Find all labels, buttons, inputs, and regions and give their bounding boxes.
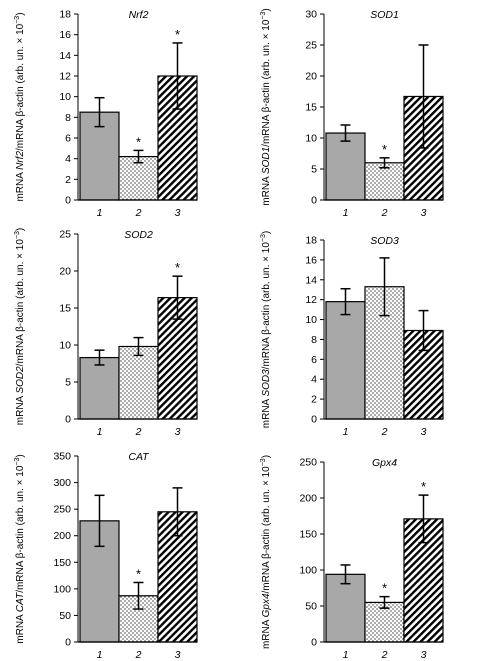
- y-tick-label: 150: [299, 529, 317, 541]
- y-tick-label: 20: [305, 71, 317, 83]
- x-tick-label: 2: [381, 649, 388, 661]
- panel-title: SOD1: [370, 9, 399, 21]
- y-tick-label: 14: [305, 274, 317, 286]
- y-tick-label: 50: [59, 610, 71, 622]
- y-axis-label: mRNA SOD1/mRNA β-actin (arb. un. × 10−3): [260, 8, 272, 205]
- x-tick-label: 1: [97, 426, 103, 438]
- y-tick-label: 25: [59, 229, 71, 241]
- bar-group-1: [79, 356, 120, 420]
- chart-panel-gpx4: 0 50 100 150 200 250 mRNA Gpx4/mRNA β-actin (a…: [260, 455, 444, 661]
- y-tick-label: 8: [311, 334, 317, 346]
- y-axis-label: mRNA Nrf2/mRNA β-actin (arb. un. × 10−3): [14, 12, 26, 201]
- y-tick-label: 2: [65, 174, 71, 186]
- bar-group-2: [118, 345, 159, 420]
- y-tick-label: 15: [305, 102, 317, 114]
- x-tick-label: 1: [343, 649, 349, 661]
- panel-title: SOD2: [124, 229, 153, 241]
- significance-asterisk: *: [175, 27, 180, 42]
- y-tick-label: 0: [311, 195, 317, 207]
- significance-asterisk: *: [175, 260, 180, 275]
- y-tick-label: 10: [305, 314, 317, 326]
- x-tick-label: 1: [343, 207, 349, 219]
- y-tick-label: 10: [59, 340, 71, 352]
- bar-group-1: [325, 132, 366, 201]
- significance-asterisk: *: [136, 566, 141, 581]
- y-tick-label: 10: [59, 91, 71, 103]
- y-tick-label: 0: [65, 414, 71, 426]
- y-tick-label: 25: [305, 40, 317, 52]
- y-tick-label: 300: [53, 477, 71, 489]
- x-tick-label: 2: [135, 207, 142, 219]
- y-tick-label: 250: [299, 457, 317, 469]
- x-tick-label: 1: [97, 207, 103, 219]
- y-tick-label: 10: [305, 133, 317, 145]
- x-tick-label: 2: [135, 649, 142, 661]
- x-tick-label: 2: [381, 426, 388, 438]
- y-tick-label: 0: [65, 195, 71, 207]
- bar-group-1: [325, 301, 366, 420]
- y-tick-label: 200: [299, 493, 317, 505]
- y-tick-label: 4: [311, 374, 317, 386]
- y-tick-label: 18: [305, 235, 317, 247]
- y-tick-label: 16: [59, 29, 71, 41]
- significance-asterisk: *: [421, 479, 426, 494]
- y-tick-label: 0: [311, 414, 317, 426]
- panel-title: Nrf2: [129, 9, 149, 21]
- y-axis-label: mRNA CAT/mRNA β-actin (arb. un. × 10−3): [14, 454, 26, 643]
- y-tick-label: 50: [305, 601, 317, 613]
- y-axis-label: mRNA SOD3/mRNA β-actin (arb. un. × 10−3): [260, 231, 272, 428]
- y-tick-label: 6: [311, 354, 317, 366]
- y-tick-label: 0: [311, 637, 317, 649]
- y-tick-label: 0: [65, 637, 71, 649]
- x-tick-label: 3: [175, 426, 181, 438]
- significance-asterisk: *: [382, 142, 387, 157]
- y-tick-label: 350: [53, 451, 71, 463]
- y-tick-label: 12: [59, 71, 71, 83]
- y-tick-label: 20: [59, 266, 71, 278]
- y-tick-label: 12: [305, 294, 317, 306]
- x-tick-label: 3: [421, 649, 427, 661]
- x-tick-label: 1: [343, 426, 349, 438]
- y-tick-label: 4: [65, 153, 71, 165]
- y-tick-label: 200: [53, 530, 71, 542]
- y-tick-label: 250: [53, 504, 71, 516]
- y-axis-label: mRNA Gpx4/mRNA β-actin (arb. un. × 10−3): [260, 455, 272, 649]
- y-tick-label: 16: [305, 254, 317, 266]
- x-tick-label: 3: [421, 426, 427, 438]
- y-tick-label: 14: [59, 50, 71, 62]
- y-tick-label: 15: [59, 303, 71, 315]
- x-tick-label: 2: [381, 207, 388, 219]
- y-tick-label: 30: [305, 9, 317, 21]
- chart-panel-sod2: 0 5 10 15 20 25 mRNA SOD2/mRNA β-actin (arb. u…: [14, 228, 198, 438]
- panel-title: CAT: [128, 451, 150, 463]
- y-tick-label: 150: [53, 557, 71, 569]
- y-tick-label: 5: [311, 164, 317, 176]
- significance-asterisk: *: [136, 134, 141, 149]
- y-tick-label: 100: [53, 583, 71, 595]
- chart-panel-cat: 0 50 100 150 200 250 300 350 mRNA CAT/mRNA β-act…: [14, 451, 198, 661]
- x-tick-label: 3: [175, 207, 181, 219]
- bar-group-1: [325, 573, 366, 643]
- x-tick-label: 3: [421, 207, 427, 219]
- panel-title: SOD3: [370, 235, 399, 247]
- y-axis-label: mRNA SOD2/mRNA β-actin (arb. un. × 10−3): [14, 228, 26, 425]
- significance-asterisk: *: [382, 581, 387, 596]
- y-tick-label: 18: [59, 9, 71, 21]
- chart-panel-sod1: 0 5 10 15 20 25 30 mRNA SOD1/mRNA β-actin (arb.…: [260, 8, 444, 219]
- x-tick-label: 3: [175, 649, 181, 661]
- y-tick-label: 100: [299, 565, 317, 577]
- panel-title: Gpx4: [372, 457, 397, 469]
- y-tick-label: 6: [65, 133, 71, 145]
- y-tick-label: 2: [311, 394, 317, 406]
- x-tick-label: 1: [97, 649, 103, 661]
- bar-group-2: [364, 162, 405, 201]
- y-tick-label: 8: [65, 112, 71, 124]
- x-tick-label: 2: [135, 426, 142, 438]
- y-tick-label: 5: [65, 377, 71, 389]
